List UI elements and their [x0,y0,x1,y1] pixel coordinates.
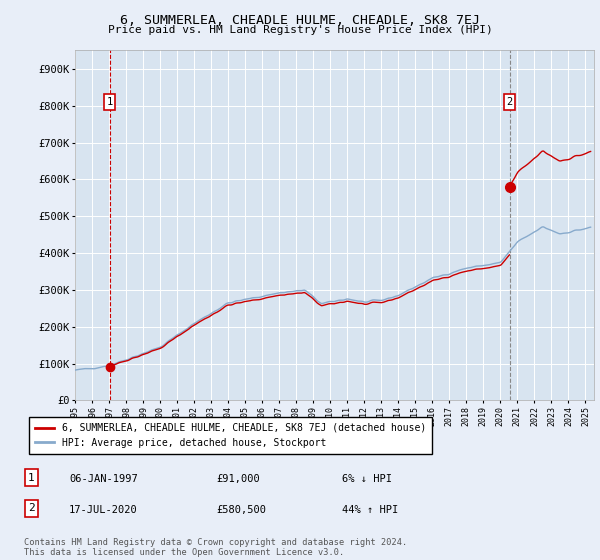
Text: £580,500: £580,500 [216,505,266,515]
Text: 2: 2 [28,503,35,514]
Text: 1: 1 [106,97,113,107]
Text: 2: 2 [506,97,513,107]
Text: Price paid vs. HM Land Registry's House Price Index (HPI): Price paid vs. HM Land Registry's House … [107,25,493,35]
Text: 06-JAN-1997: 06-JAN-1997 [69,474,138,484]
Text: 17-JUL-2020: 17-JUL-2020 [69,505,138,515]
Text: 1: 1 [28,473,35,483]
Text: £91,000: £91,000 [216,474,260,484]
Legend: 6, SUMMERLEA, CHEADLE HULME, CHEADLE, SK8 7EJ (detached house), HPI: Average pri: 6, SUMMERLEA, CHEADLE HULME, CHEADLE, SK… [29,417,432,454]
Text: Contains HM Land Registry data © Crown copyright and database right 2024.
This d: Contains HM Land Registry data © Crown c… [24,538,407,557]
Text: 6% ↓ HPI: 6% ↓ HPI [342,474,392,484]
Text: 44% ↑ HPI: 44% ↑ HPI [342,505,398,515]
Text: 6, SUMMERLEA, CHEADLE HULME, CHEADLE, SK8 7EJ: 6, SUMMERLEA, CHEADLE HULME, CHEADLE, SK… [120,14,480,27]
